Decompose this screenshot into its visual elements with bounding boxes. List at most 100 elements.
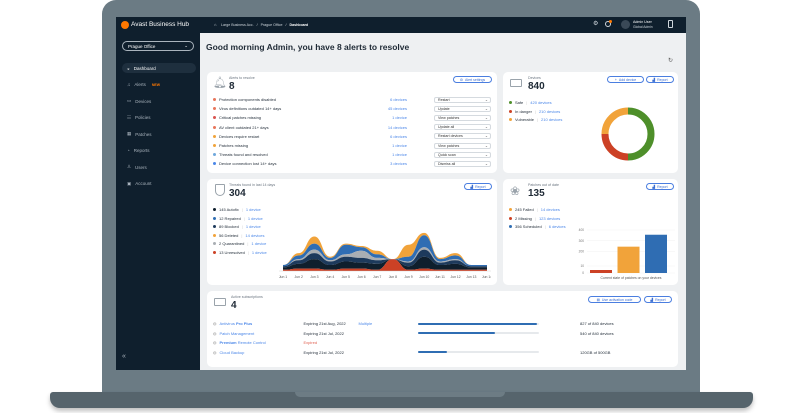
breadcrumb-item[interactable]: Large Business Acc. [221, 22, 254, 27]
legend-dot [509, 208, 512, 211]
threat-devices-link[interactable]: 1 device [247, 215, 263, 221]
patch-devices-link[interactable]: 6 devices [548, 224, 566, 229]
sidebar-item-dashboard[interactable]: ◒ Dashboard [122, 63, 196, 73]
alert-devices-link[interactable]: 1 device [392, 143, 407, 148]
devices-report-button[interactable]: ▟ Report [646, 76, 674, 83]
alert-action-select[interactable]: Quick scan ⌄ [434, 151, 491, 158]
notifications-icon[interactable] [605, 21, 611, 27]
alert-action-select[interactable]: Restart ⌄ [434, 96, 491, 103]
sidebar-item-account[interactable]: ▣ Account [127, 180, 152, 187]
laptop-base [50, 392, 753, 408]
bar-scheduled [645, 234, 667, 273]
gear-icon: ⚙ [459, 77, 463, 82]
sidebar-item-patches[interactable]: ▦ Patches [127, 131, 152, 137]
laptop-notch [295, 392, 505, 397]
subscriptions-report-button[interactable]: ▟ Report [644, 296, 672, 303]
subscription-usage: 120GB of 500GB [580, 349, 611, 355]
office-name: Prague Office [128, 43, 156, 49]
y-tick-label: 400 [579, 228, 585, 232]
threat-devices-link[interactable]: 14 devices [245, 232, 265, 238]
add-device-button[interactable]: + Add device [607, 76, 644, 83]
device-legend-link[interactable]: 210 devices [541, 117, 563, 122]
alert-settings-button[interactable]: ⚙ Alert settings [453, 76, 492, 83]
alerts-label: Alerts to resolve [229, 76, 255, 80]
sidebar: Prague Office ⌄ ◒ Dashboard ♫ Alerts NEW ▭ Devi… [116, 33, 200, 370]
chart-icon: ▟ [652, 184, 656, 189]
sidebar-item-reports[interactable]: ◔ Reports [127, 148, 150, 153]
home-icon[interactable]: ⌂ [214, 22, 217, 27]
alert-devices-link[interactable]: 1 device [392, 152, 407, 158]
subscription-row: ◍ Cloud Backup Expiring 21st Jul, 2022 1… [213, 349, 672, 356]
threats-report-button[interactable]: ▟ Report [464, 183, 492, 190]
breadcrumb: Large Business Acc. / Prague Office / Dash… [221, 22, 309, 27]
subscriptions-count: 4 [231, 300, 237, 311]
subscription-name-link[interactable]: Patch Management [219, 330, 255, 336]
alert-devices-link[interactable]: 6 devices [390, 97, 407, 102]
x-tick-label: Jun 2 [295, 275, 303, 279]
alert-action-select[interactable]: Dismiss all ⌄ [434, 160, 491, 167]
sidebar-item-users[interactable]: ♙ Users [127, 164, 147, 170]
threat-devices-link[interactable]: 1 device [251, 241, 267, 246]
policies-icon: ☷ [127, 114, 132, 120]
threat-devices-link[interactable]: 1 device [245, 224, 261, 229]
subscriptions-label: Active subscriptions [231, 295, 263, 299]
avatar[interactable] [621, 20, 630, 29]
donut-slice-vulnerable [601, 107, 629, 135]
threat-devices-link[interactable]: 1 device [251, 249, 267, 255]
refresh-icon[interactable]: ↻ [668, 58, 674, 64]
alert-devices-link[interactable]: 3 devices [390, 161, 407, 167]
patch-devices-link[interactable]: 123 devices [538, 215, 561, 221]
legend-dot [213, 225, 216, 228]
user-name[interactable]: Admin User [633, 20, 652, 24]
alert-action-select[interactable]: View patches ⌄ [434, 114, 491, 121]
devices-switch-icon[interactable] [668, 20, 673, 28]
subscription-name-link[interactable]: Premium Remote Control [219, 340, 266, 346]
subscription-name-link[interactable]: Antivirus Pro Plus [219, 321, 253, 326]
subscription-name-link[interactable]: Cloud Backup [219, 349, 245, 355]
threat-devices-link[interactable]: 1 device [245, 207, 261, 212]
alert-devices-link[interactable]: 45 devices [387, 106, 407, 112]
x-tick-label: Jun 11 [435, 275, 445, 279]
alert-devices-link[interactable]: 1 device [392, 115, 407, 121]
bell-icon: 🔔︎ [213, 77, 227, 89]
sidebar-item-alerts[interactable]: ♫ Alerts NEW [127, 82, 161, 87]
alert-devices-link[interactable]: 14 devices [387, 124, 407, 130]
y-tick-label: 200 [579, 250, 585, 254]
alert-action-select[interactable]: Update all ⌄ [434, 124, 491, 131]
x-tick-label: Jun 10 [419, 275, 429, 279]
alert-status-icon [213, 98, 216, 101]
device-legend-link[interactable]: 420 devices [530, 100, 552, 105]
alert-devices-link[interactable]: 6 devices [390, 133, 407, 139]
legend-dot [509, 216, 512, 220]
threats-label: Threats found in last 14 days [229, 183, 276, 187]
alert-row: Threats found and resolved 1 device [213, 151, 407, 158]
device-legend-link[interactable]: 210 devices [538, 108, 561, 114]
bar-chart-caption: Current state of patches on your devices [601, 276, 662, 280]
patches-label: Patches out of date [528, 183, 559, 187]
subscription-extra-link[interactable]: Multiple [358, 321, 373, 326]
breadcrumb-item[interactable]: Prague Office [260, 22, 283, 27]
sidebar-item-policies[interactable]: ☷ Policies [127, 114, 151, 121]
patch-devices-link[interactable]: 14 devices [540, 207, 560, 212]
patches-report-button[interactable]: ▟ Report [646, 183, 674, 190]
alert-action-select[interactable]: View patches ⌄ [434, 142, 491, 149]
alert-row: AV client outdated 21+ days 14 devices [213, 124, 407, 131]
page-title: Good morning Admin, you have 8 alerts to… [206, 42, 410, 52]
collapse-sidebar-icon[interactable]: « [122, 353, 126, 360]
sidebar-item-devices[interactable]: ▭ Devices [127, 98, 152, 104]
x-tick-label: Jun 13 [466, 275, 476, 279]
devices-card: Devices 840 + Add device ▟ Report Safe | 420… [503, 72, 678, 173]
office-selector[interactable]: Prague Office ⌄ [122, 41, 194, 51]
chart-icon: ▟ [650, 297, 654, 302]
subscription-usage: 827 of 840 devices [580, 321, 614, 326]
plus-icon: + [614, 77, 617, 82]
gear-icon[interactable]: ⚙ [593, 21, 599, 27]
use-activation-code-button[interactable]: ▤ Use activation code [588, 296, 641, 303]
account-icon: ▣ [127, 180, 132, 186]
alert-action-select[interactable]: Restart devices ⌄ [434, 133, 491, 140]
patch-legend-item: 2 Missing | 123 devices [509, 215, 560, 222]
alert-row: Virus definitions outdated 14+ days 45 de… [213, 105, 407, 112]
patches-card: ❀ Patches out of date 135 ▟ Report 245 Fa… [503, 179, 678, 285]
subscription-expiry: Expired [303, 340, 318, 346]
alert-action-select[interactable]: Update ⌄ [434, 105, 491, 112]
